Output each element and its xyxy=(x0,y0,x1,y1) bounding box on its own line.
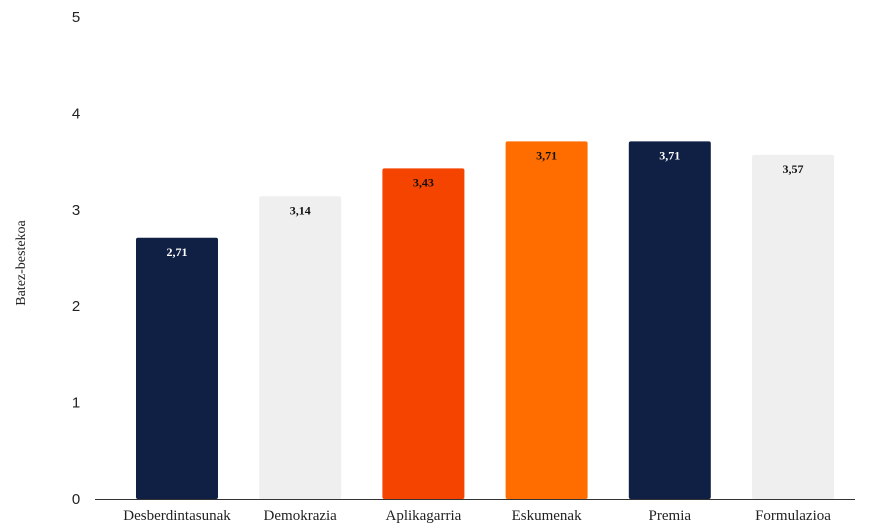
y-tick-label: 0 xyxy=(72,491,80,508)
y-axis-title-group: Batez-bestekoa xyxy=(14,219,29,305)
bar-value-label: 3,57 xyxy=(783,162,804,176)
bar-value-label: 3,43 xyxy=(413,175,434,189)
bar xyxy=(628,141,711,499)
y-tick-label: 2 xyxy=(72,298,80,315)
y-tick-label: 3 xyxy=(72,202,80,219)
bar-value-label: 3,14 xyxy=(290,203,311,217)
y-axis-title: Batez-bestekoa xyxy=(14,219,29,305)
x-category-label: Formulazioa xyxy=(755,508,831,524)
bars xyxy=(136,141,834,500)
bar xyxy=(259,196,342,499)
x-category-label: Aplikagarria xyxy=(385,508,461,524)
y-tick-label: 5 xyxy=(72,9,80,26)
bar xyxy=(382,168,465,499)
bar-value-label: 3,71 xyxy=(659,148,680,162)
x-category-label: Demokrazia xyxy=(264,508,338,524)
bar-value-label: 2,71 xyxy=(167,245,188,259)
x-category-label: Eskumenak xyxy=(512,508,582,524)
y-tick-label: 4 xyxy=(72,105,80,122)
bar xyxy=(505,141,588,499)
x-category-label: Premia xyxy=(649,508,692,524)
y-axis-ticks: 0 1 2 3 4 5 xyxy=(72,9,80,508)
x-axis-labels: Desberdintasunak Demokrazia Aplikagarria Es… xyxy=(123,508,831,524)
bar xyxy=(752,154,834,500)
value-labels: 2,71 3,14 3,43 3,71 3,71 3,57 xyxy=(167,148,804,258)
bar xyxy=(136,237,218,500)
y-tick-label: 1 xyxy=(72,395,80,412)
x-category-label: Desberdintasunak xyxy=(123,508,231,524)
bar-value-label: 3,71 xyxy=(536,148,557,162)
